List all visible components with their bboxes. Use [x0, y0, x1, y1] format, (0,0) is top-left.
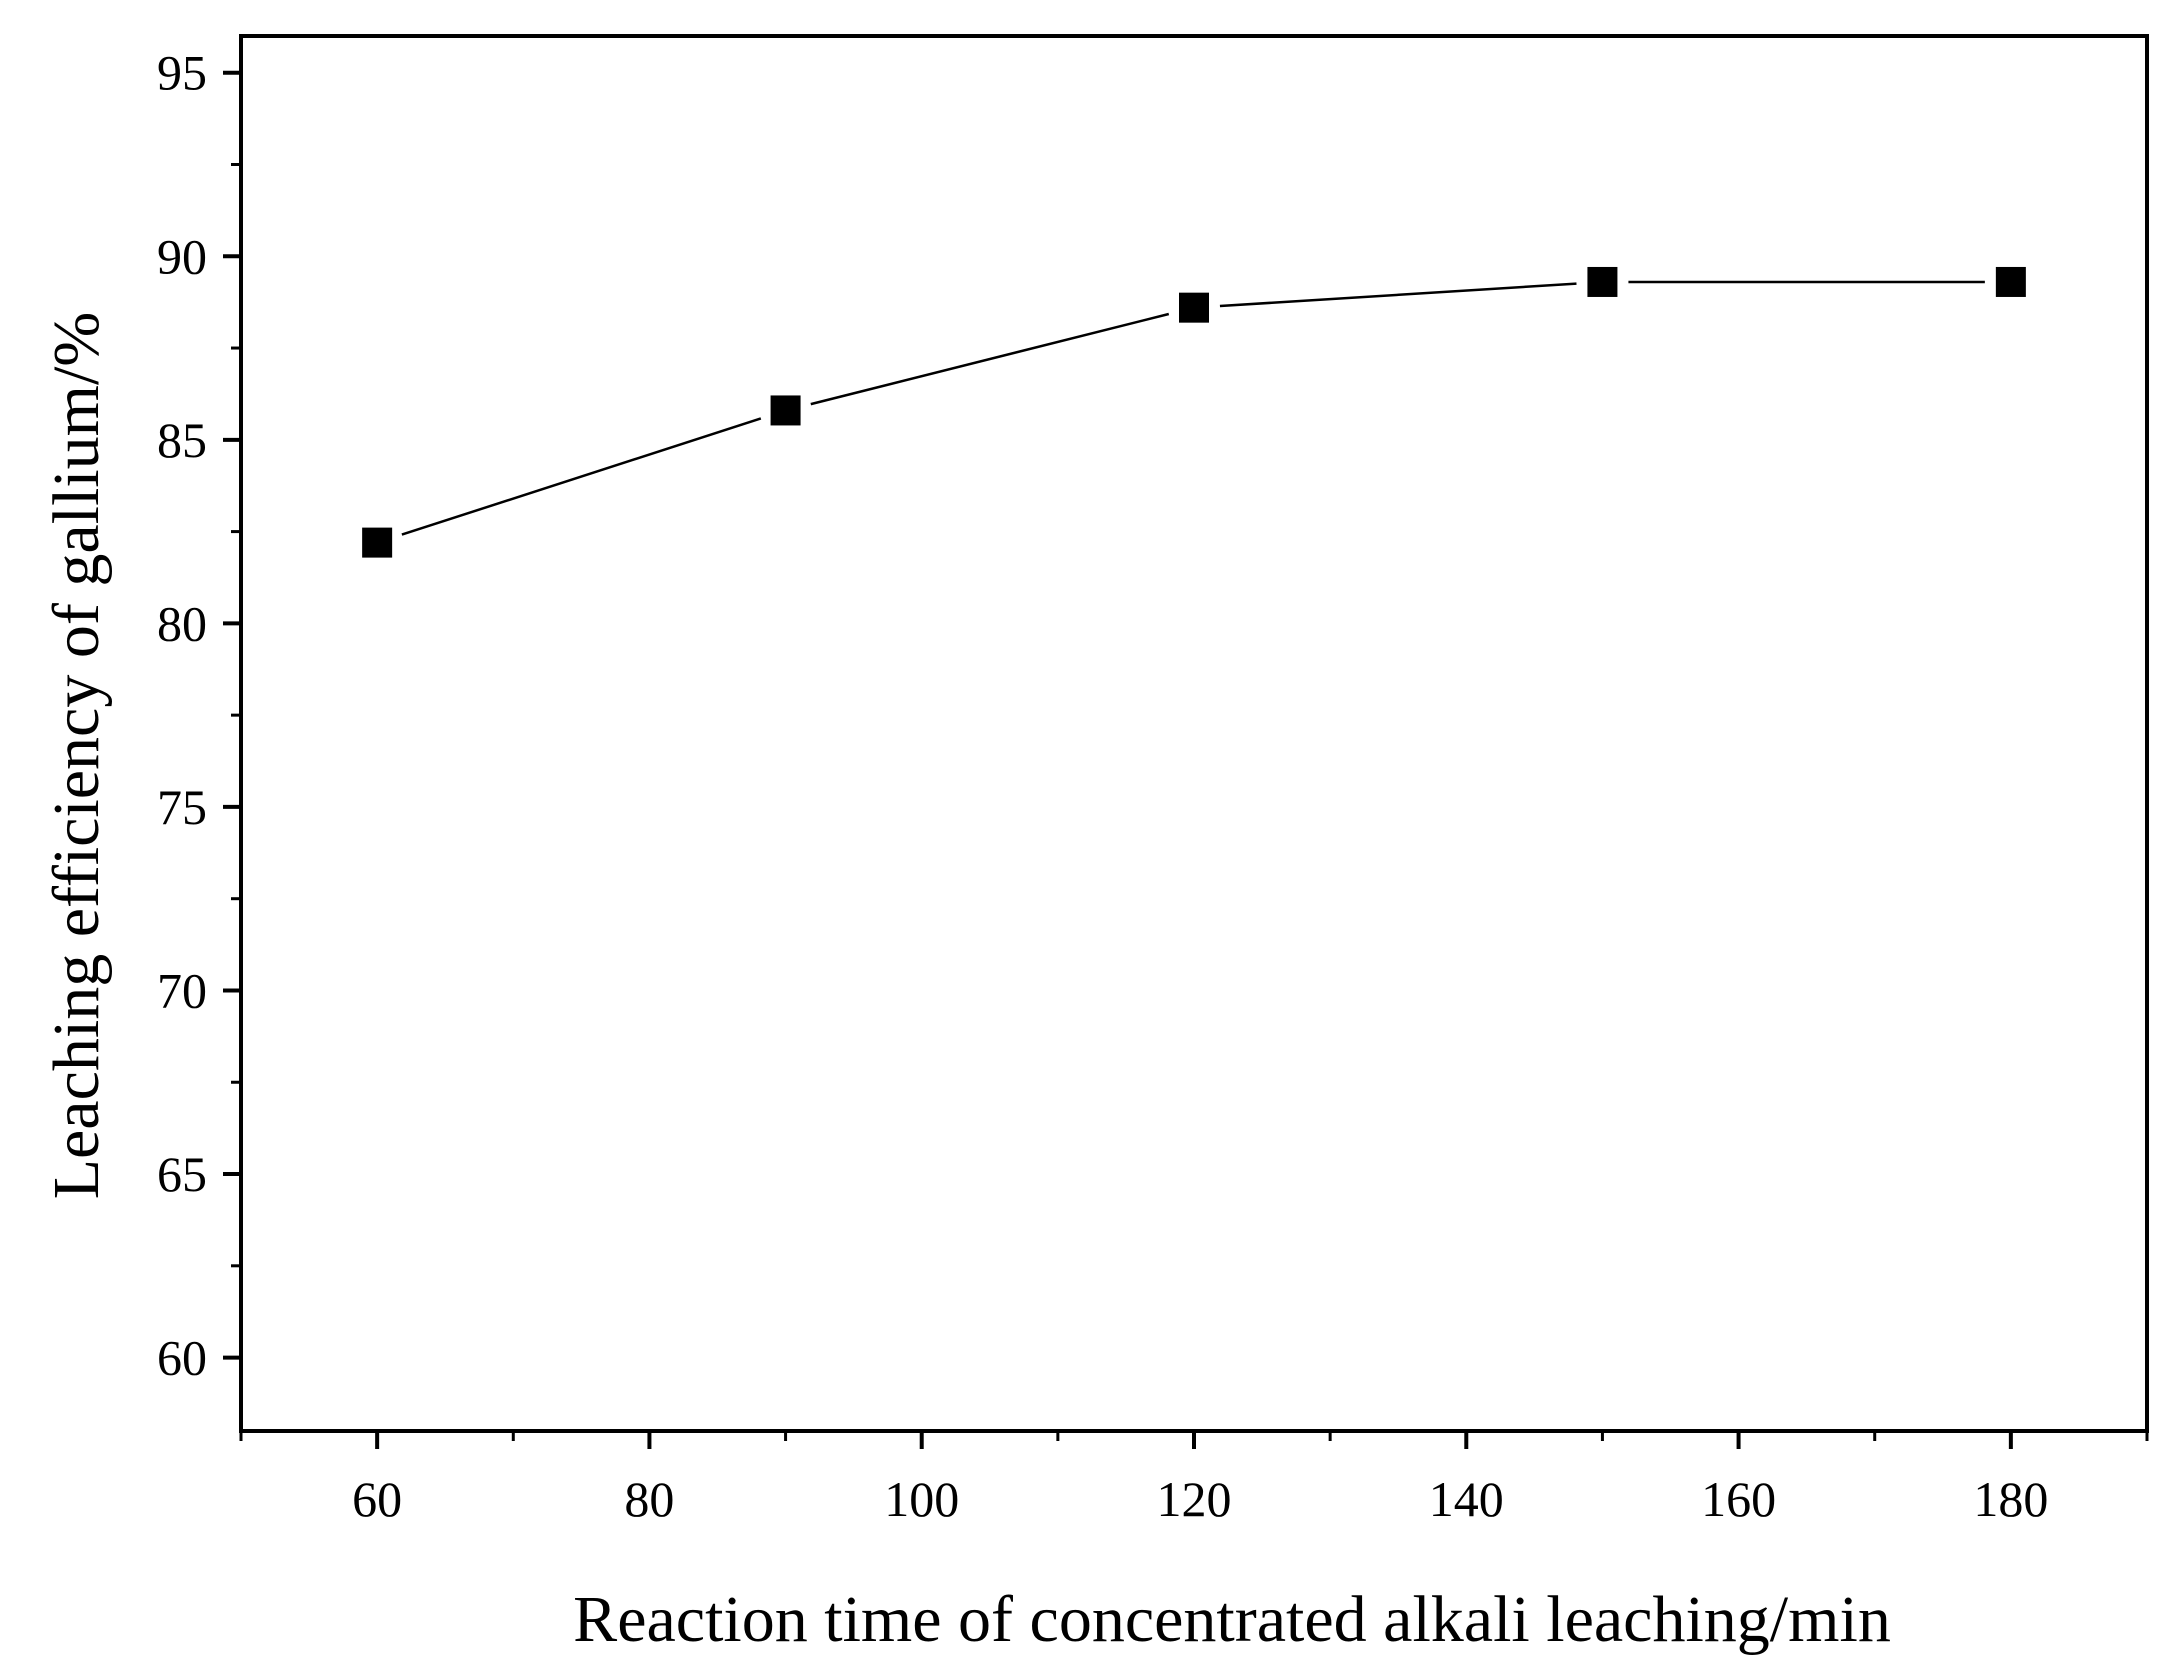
x-axis-tick-labels: 60 80 100 120 140 160 180: [352, 1471, 2048, 1527]
plot-frame: [239, 34, 2149, 1433]
x-tick-label: 120: [1157, 1471, 1232, 1527]
data-point: [770, 395, 801, 426]
y-tick-label: 90: [157, 228, 207, 284]
x-tick-label: 160: [1701, 1471, 1776, 1527]
y-tick-label: 80: [157, 595, 207, 651]
y-tick-label: 95: [157, 45, 207, 101]
data-point: [1995, 266, 2026, 297]
x-tick-label: 100: [884, 1471, 959, 1527]
x-tick-label: 80: [624, 1471, 674, 1527]
data-point: [1179, 292, 1209, 323]
y-tick-label: 85: [157, 412, 207, 468]
y-tick-label: 70: [157, 962, 207, 1018]
x-tick-label: 140: [1429, 1471, 1504, 1527]
series-line-segment: [810, 312, 1170, 406]
series-line-segment: [401, 417, 762, 536]
x-tick-label: 180: [1973, 1471, 2048, 1527]
x-tick-label: 60: [352, 1471, 402, 1527]
y-tick-label: 60: [157, 1330, 207, 1386]
y-tick-label: 75: [157, 779, 207, 835]
x-axis-title: Reaction time of concentrated alkali lea…: [573, 1583, 1891, 1656]
y-tick-label: 65: [157, 1146, 207, 1202]
y-axis-tick-labels: 60 65 70 75 80 85 90 95: [157, 45, 207, 1386]
series-line-segment: [1219, 282, 1577, 308]
x-axis-ticks: [239, 1431, 2149, 1449]
y-axis-ticks: [223, 70, 241, 1360]
series-layer: [362, 266, 2026, 558]
data-point: [1587, 266, 1618, 297]
y-axis-title: Leaching efficiency of gallium/%: [40, 312, 113, 1200]
data-point: [362, 527, 393, 558]
